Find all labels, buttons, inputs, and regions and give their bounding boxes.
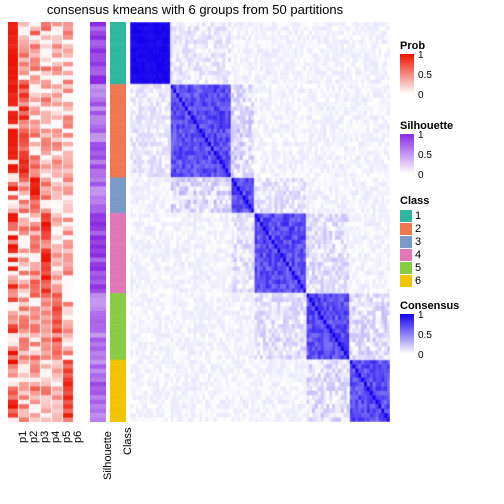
silhouette-axis-label: Silhouette bbox=[102, 431, 114, 480]
prob-columns bbox=[8, 22, 74, 422]
consensus-heatmap bbox=[130, 22, 390, 422]
legend-class-item: 1 bbox=[400, 209, 429, 222]
legend-class-item: 5 bbox=[400, 261, 429, 274]
class-column bbox=[110, 22, 126, 422]
legend-class-item: 6 bbox=[400, 274, 429, 287]
legend-class-item: 3 bbox=[400, 235, 429, 248]
silhouette-column bbox=[90, 22, 106, 422]
legend-class: Class 123456 bbox=[400, 195, 429, 287]
legend-silhouette: Silhouette 10.50 bbox=[400, 120, 480, 174]
p-label-p6: p6 bbox=[72, 431, 84, 443]
chart-title: consensus kmeans with 6 groups from 50 p… bbox=[0, 2, 390, 17]
legend-class-item: 2 bbox=[400, 222, 429, 235]
legend-class-item: 4 bbox=[400, 248, 429, 261]
legend-consensus: Consensus 10.50 bbox=[400, 300, 480, 354]
class-axis-label: Class bbox=[122, 427, 134, 455]
legend-prob: Prob 10.50 bbox=[400, 40, 480, 94]
